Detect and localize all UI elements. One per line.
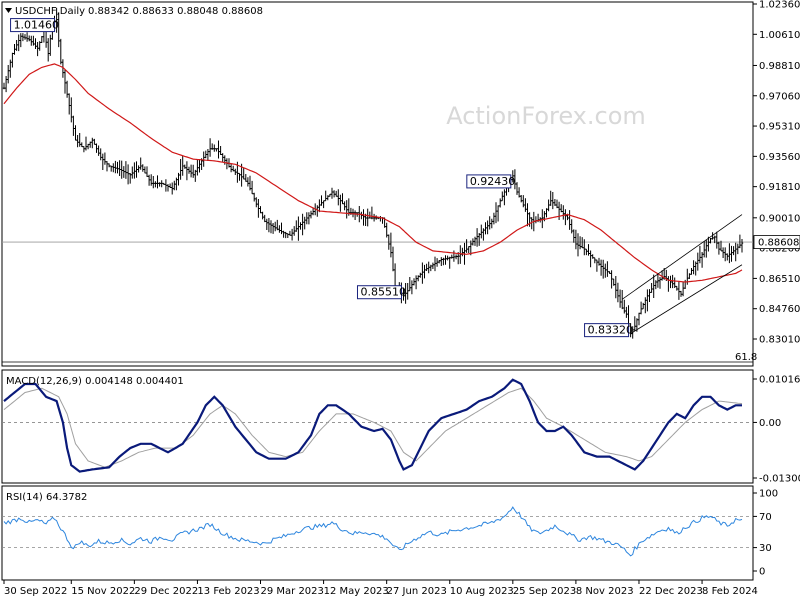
y-tick-label: 1.00610 <box>759 30 800 41</box>
reference-lines <box>2 241 753 548</box>
y-tick-label: 0.98810 <box>759 61 800 72</box>
rsi-line <box>3 506 743 557</box>
rsi-panel-frame <box>1 485 754 581</box>
swing-annotations: 1.01460 0.85510 0.92430 0.83320 <box>10 18 634 338</box>
dropdown-triangle-icon[interactable] <box>5 8 12 13</box>
price-panel-frame <box>1 1 754 367</box>
y-tick-label: 0.95310 <box>759 122 800 133</box>
x-tick-label: 15 Nov 2022 <box>71 586 135 597</box>
x-tick-label: 30 Sep 2022 <box>4 586 67 597</box>
macd-axis: 0.010166 0.00 -0.013006 <box>753 375 800 485</box>
price-bar <box>740 239 744 253</box>
x-tick-label: 8 Nov 2023 <box>576 586 634 597</box>
y-tick-label: 0.83010 <box>759 335 800 346</box>
x-tick-label: 25 Sep 2023 <box>513 586 576 597</box>
annotation-box <box>466 174 512 189</box>
channel-upper-line <box>621 214 743 300</box>
sma-line <box>3 63 743 283</box>
current-price-marker <box>753 235 800 250</box>
y-tick-label: 0.84760 <box>759 304 800 315</box>
y-tick-label: 0 <box>759 567 765 578</box>
annotation-box <box>584 323 630 338</box>
y-tick-label: 70 <box>759 512 772 523</box>
watermark: ActionForex.com <box>446 102 646 130</box>
macd-panel-frame <box>1 369 754 484</box>
symbol-label: USDCHF,Daily <box>15 6 85 17</box>
rsi-title: RSI(14) 64.3782 <box>6 492 87 503</box>
annotation-box <box>10 18 56 33</box>
rsi-axis: 100 70 30 0 <box>753 489 778 578</box>
fib-level-label: 61.8 <box>735 352 757 363</box>
y-tick-label: 100 <box>759 489 778 500</box>
macd-title: MACD(12,26,9) 0.004148 0.004401 <box>6 376 184 387</box>
x-tick-label: 10 Aug 2023 <box>450 586 514 597</box>
macd-signal-line <box>3 387 743 468</box>
x-tick-label: 29 Mar 2023 <box>261 586 324 597</box>
macd-line <box>3 378 742 473</box>
annotation-box <box>356 285 402 300</box>
annotation-label: 1.01460 <box>14 19 60 32</box>
y-tick-label: 0.97060 <box>759 91 800 102</box>
annotation-label: 0.83320 <box>588 324 634 337</box>
annotation-label: 0.92430 <box>470 175 516 188</box>
price-channel <box>621 214 743 334</box>
y-tick-label: 0.93560 <box>759 152 800 163</box>
x-tick-label: 13 Feb 2023 <box>197 586 259 597</box>
x-tick-label: 29 Dec 2022 <box>134 586 198 597</box>
x-tick-label: 22 Dec 2023 <box>639 586 703 597</box>
y-tick-label: -0.013006 <box>759 474 800 485</box>
y-tick-label: 30 <box>759 543 772 554</box>
y-tick-label: 1.02360 <box>759 0 800 11</box>
time-axis: 30 Sep 2022 15 Nov 2022 29 Dec 2022 13 Feb … <box>3 580 758 597</box>
annotation-label: 0.85510 <box>360 286 406 299</box>
current-price-label: 0.88608 <box>758 238 799 249</box>
y-tick-label: 0.88260 <box>759 244 800 255</box>
x-tick-label: 27 Jun 2023 <box>387 586 447 597</box>
y-tick-label: 0.00 <box>759 418 781 429</box>
x-tick-label: 8 Feb 2024 <box>702 586 758 597</box>
price-axis: 1.02360 1.00610 0.98810 0.97060 0.95310 0.935… <box>753 0 800 346</box>
ohlc-values: 0.88342 0.88633 0.88048 0.88608 <box>88 6 263 17</box>
y-tick-label: 0.91810 <box>759 182 800 193</box>
y-tick-label: 0.010166 <box>759 375 800 386</box>
y-tick-label: 0.90010 <box>759 213 800 224</box>
channel-lower-line <box>630 264 743 334</box>
y-tick-label: 0.86510 <box>759 274 800 285</box>
x-tick-label: 12 May 2023 <box>324 586 389 597</box>
